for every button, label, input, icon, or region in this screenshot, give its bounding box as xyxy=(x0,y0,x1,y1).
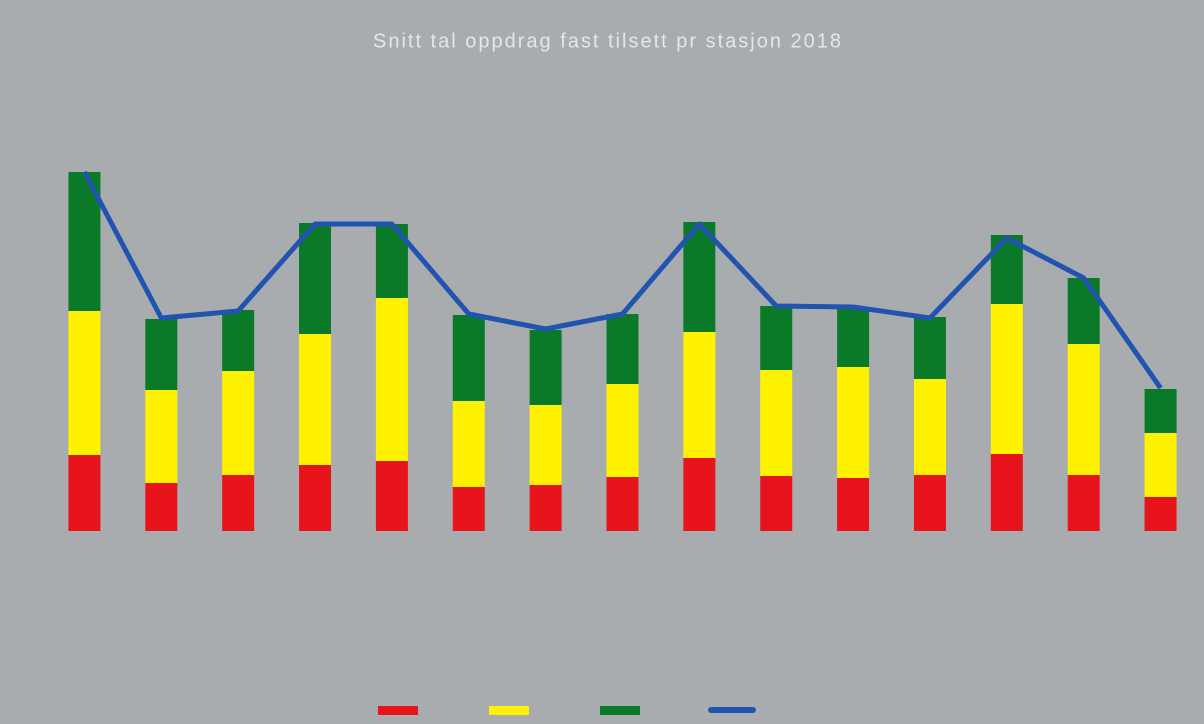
bar-segment xyxy=(913,317,946,379)
bar-segment xyxy=(299,223,332,334)
bar-segment xyxy=(529,405,562,485)
bar-segment xyxy=(1144,389,1177,433)
bar-segment xyxy=(606,477,639,531)
bar-segment xyxy=(299,465,332,531)
bar-segment xyxy=(1067,344,1100,475)
bar-segment xyxy=(760,306,793,370)
bar-segment xyxy=(299,334,332,465)
bar-segment xyxy=(1144,497,1177,531)
bar-segment xyxy=(683,332,716,458)
bar-segment xyxy=(760,370,793,476)
bar-segment xyxy=(68,455,101,531)
bar-segment xyxy=(68,311,101,455)
bar-segment xyxy=(222,310,255,371)
bar-segment xyxy=(606,314,639,384)
bar-segment xyxy=(452,315,485,401)
line-series xyxy=(82,170,1163,390)
bar-segment xyxy=(375,298,408,461)
bar-segment xyxy=(683,458,716,531)
bar-segment xyxy=(222,475,255,531)
chart-title: Snitt tal oppdrag fast tilsett pr stasjo… xyxy=(373,30,843,52)
bar-segment xyxy=(529,330,562,405)
bar-segment xyxy=(145,483,178,531)
bar-segment xyxy=(529,485,562,531)
bar-segment xyxy=(990,454,1023,531)
legend-swatch xyxy=(489,706,529,715)
bar-segment xyxy=(1067,278,1100,344)
bar-segment xyxy=(145,390,178,483)
bar-segment xyxy=(145,319,178,390)
bar-segment xyxy=(452,487,485,531)
bar-segment xyxy=(1144,433,1177,497)
bar-segment xyxy=(222,371,255,475)
bar-segment xyxy=(990,304,1023,454)
legend-swatch xyxy=(378,706,418,715)
bar-segment xyxy=(375,461,408,531)
bar-segment xyxy=(1067,475,1100,531)
bar-segment xyxy=(913,379,946,475)
bar-segment xyxy=(760,476,793,531)
bar-segment xyxy=(452,401,485,487)
bar-segment xyxy=(837,478,870,531)
legend-swatch xyxy=(600,706,640,715)
bar-segment xyxy=(606,384,639,477)
bar-segment xyxy=(837,309,870,367)
bar-segment xyxy=(913,475,946,531)
bar-segment xyxy=(837,367,870,478)
